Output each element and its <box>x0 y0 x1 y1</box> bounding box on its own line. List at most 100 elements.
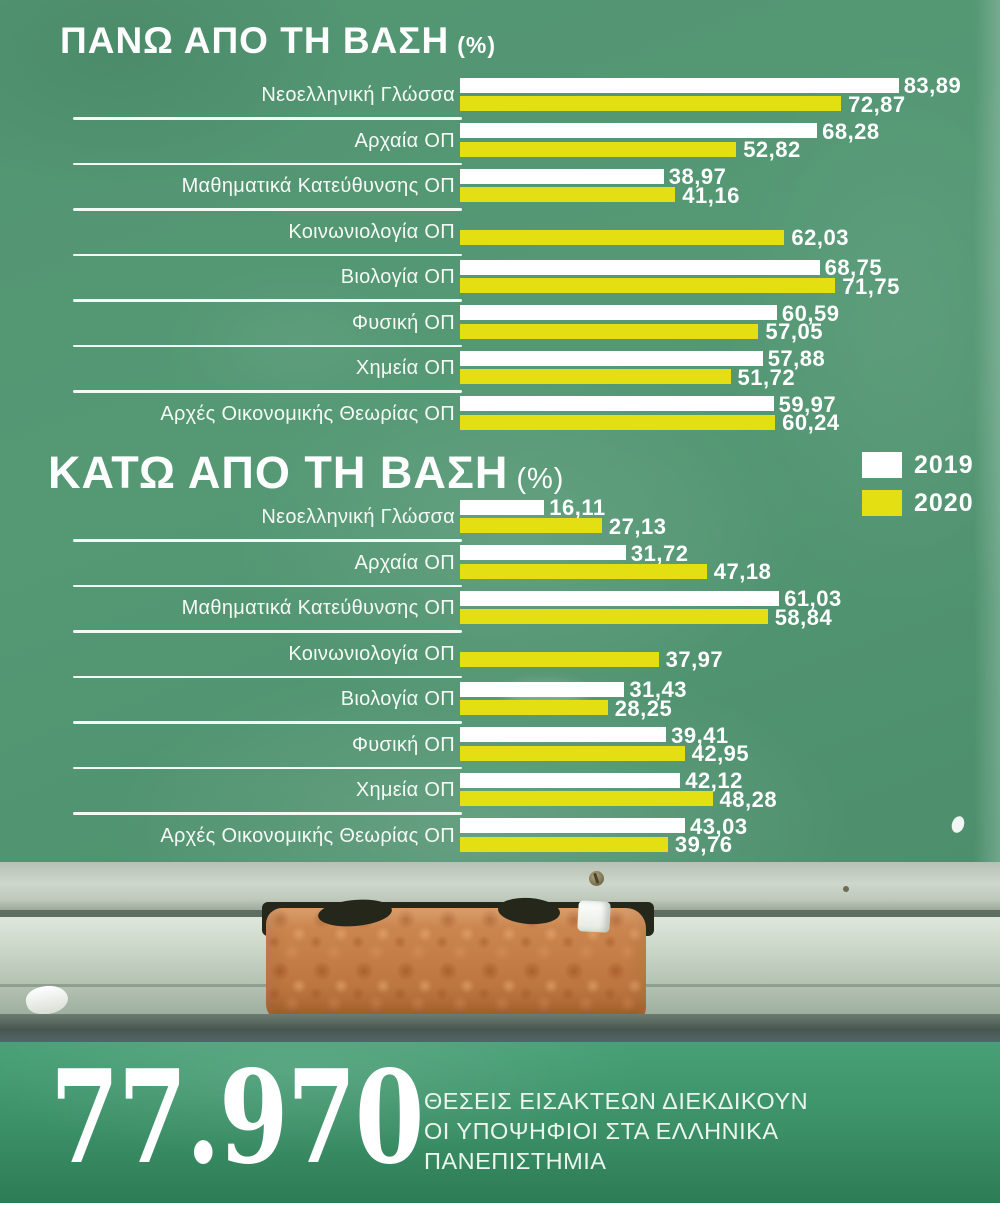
legend: 2019 2020 <box>862 446 974 522</box>
row-label: Φυσική ΟΠ <box>351 311 455 334</box>
row-label: Νεοελληνική Γλώσσα <box>261 84 455 107</box>
row-label: Κοινωνιολογία ΟΠ <box>288 642 455 665</box>
row-divider <box>73 162 462 165</box>
row-divider <box>73 721 462 724</box>
row-bars: 68,28 52,82 <box>460 119 1000 165</box>
chart-row: Αρχαία ΟΠ 68,28 52,82 <box>0 119 1000 165</box>
row-label: Αρχές Οικονομικής Θεωρίας ΟΠ <box>160 824 455 847</box>
row-divider <box>73 390 462 393</box>
row-bars: 60,59 57,05 <box>460 301 1000 347</box>
value-2020: 58,84 <box>774 604 833 630</box>
bar-2020 <box>460 700 608 715</box>
section-title-below-base: ΚΑΤΩ ΑΠΟ ΤΗ ΒΑΣΗ (%) <box>48 447 564 499</box>
chart-above-base: Νεοελληνική Γλώσσα 83,89 72,87 Αρχαία ΟΠ 68,… <box>0 73 1000 437</box>
chart-row: Αρχές Οικονομικής Θεωρίας ΟΠ 59,97 60,24 <box>0 392 1000 438</box>
value-2020: 48,28 <box>719 786 778 812</box>
value-2019: 68,75 <box>824 255 883 280</box>
bar-2019 <box>460 545 626 560</box>
bar-2019 <box>460 499 545 515</box>
value-2019: 57,88 <box>767 346 826 371</box>
row-bars: 16,11 27,13 <box>460 495 1000 541</box>
value-2020: 51,72 <box>737 364 796 390</box>
page-margin <box>0 1203 1000 1221</box>
rail-speck <box>843 886 849 892</box>
bar-2020 <box>460 141 737 157</box>
bar-2020 <box>460 791 713 806</box>
footer-band: 77.970 ΘΕΣΕΙΣ ΕΙΣΑΚΤΕΩΝ ΔΙΕΚΔΙΚΟΥΝ ΟΙ ΥΠ… <box>0 1042 1000 1203</box>
legend-item-2019: 2019 <box>862 446 974 484</box>
bar-2020 <box>460 96 842 111</box>
caption-line: ΟΙ ΥΠΟΨΗΦΙΟΙ ΣΤΑ ΕΛΛΗΝΙΚΑ <box>424 1118 779 1144</box>
screw-slot <box>593 872 600 884</box>
chart-row: Χημεία ΟΠ 57,88 51,72 <box>0 346 1000 393</box>
row-bars: 68,75 71,75 <box>460 255 1000 301</box>
value-2020: 42,95 <box>691 741 750 766</box>
legend-swatch-2020 <box>862 490 902 516</box>
tray-front-edge <box>0 1014 1000 1042</box>
row-label: Αρχαία ΟΠ <box>354 551 455 574</box>
row-divider <box>73 344 462 347</box>
value-2020: 72,87 <box>848 91 906 117</box>
bar-2019 <box>460 590 780 606</box>
bar-2020 <box>460 563 707 579</box>
bar-2019 <box>460 259 820 275</box>
chart-row: Βιολογία ΟΠ 31,43 28,25 <box>0 677 1000 724</box>
value-2020: 27,13 <box>608 513 667 539</box>
row-divider <box>73 630 462 633</box>
caption-line: ΠΑΝΕΠΙΣΤΗΜΙΑ <box>424 1148 607 1174</box>
row-divider <box>73 539 462 542</box>
bar-2020 <box>460 323 759 339</box>
value-2019: 68,28 <box>822 118 880 144</box>
value-2020: 37,97 <box>665 646 724 672</box>
chalk-piece <box>577 900 611 933</box>
bar-2019 <box>460 350 763 366</box>
chart-row: Νεοελληνική Γλώσσα 83,89 72,87 <box>0 73 1000 120</box>
value-2020: 60,24 <box>782 410 840 435</box>
row-bars: 37,97 <box>460 632 1000 678</box>
value-2020: 52,82 <box>743 137 801 162</box>
title-text: ΠΑΝΩ ΑΠΟ ΤΗ ΒΑΣΗ <box>60 20 450 61</box>
chart-row: Φυσική ΟΠ 39,41 42,95 <box>0 723 1000 769</box>
chart-row: Αρχές Οικονομικής Θεωρίας ΟΠ 43,03 39,76 <box>0 814 1000 860</box>
row-divider <box>73 117 462 120</box>
legend-label-2019: 2019 <box>914 450 974 479</box>
value-2019: 59,97 <box>778 391 837 417</box>
chart-row: Νεοελληνική Γλώσσα 16,11 27,13 <box>0 495 1000 542</box>
board-edge-highlight <box>974 0 1000 862</box>
value-2020: 57,05 <box>765 319 823 344</box>
bar-2020 <box>460 518 602 533</box>
row-divider <box>73 208 462 211</box>
chart-row: Φυσική ΟΠ 60,59 57,05 <box>0 301 1000 347</box>
bar-2019 <box>460 772 681 788</box>
value-2019: 31,72 <box>630 540 689 566</box>
row-bars: 62,03 <box>460 210 1000 256</box>
row-divider <box>73 584 462 587</box>
chart-below-base: Νεοελληνική Γλώσσα 16,11 27,13 Αρχαία ΟΠ 31,… <box>0 495 1000 859</box>
bar-2020 <box>460 651 659 667</box>
chart-row: Κοινωνιολογία ΟΠ 37,97 <box>0 632 1000 678</box>
bar-2019 <box>460 396 774 411</box>
caption-line: ΘΕΣΕΙΣ ΕΙΣΑΚΤΕΩΝ ΔΙΕΚΔΙΚΟΥΝ <box>424 1088 809 1114</box>
value-2019: 39,41 <box>671 722 729 748</box>
row-label: Αρχαία ΟΠ <box>354 129 455 152</box>
row-divider <box>73 812 462 815</box>
row-divider <box>73 766 462 769</box>
bar-2019 <box>460 123 818 138</box>
legend-swatch-2019 <box>862 452 902 478</box>
chalkboard-background: ΠΑΝΩ ΑΠΟ ΤΗ ΒΑΣΗ (%) Νεοελληνική Γλώσσα 83… <box>0 0 1000 862</box>
row-label: Μαθηματικά Κατεύθυνσης ΟΠ <box>181 597 455 620</box>
row-bars: 38,97 41,16 <box>460 164 1000 210</box>
value-2020: 41,16 <box>682 182 740 208</box>
value-2019: 38,97 <box>668 164 727 189</box>
bar-2019 <box>460 77 899 93</box>
row-label: Βιολογία ΟΠ <box>340 688 455 711</box>
chart-row: Μαθηματικά Κατεύθυνσης ΟΠ 61,03 58,84 <box>0 586 1000 633</box>
value-2020: 28,25 <box>614 695 673 721</box>
row-label: Φυσική ΟΠ <box>351 733 455 756</box>
value-2019: 60,59 <box>781 300 840 326</box>
value-2019: 31,43 <box>629 677 687 702</box>
chart-row: Βιολογία ΟΠ 68,75 71,75 <box>0 255 1000 302</box>
headline-number: 77.970 <box>50 1043 424 1193</box>
section-title-above-base: ΠΑΝΩ ΑΠΟ ΤΗ ΒΑΣΗ (%) <box>60 20 496 62</box>
bar-2020 <box>460 609 768 624</box>
